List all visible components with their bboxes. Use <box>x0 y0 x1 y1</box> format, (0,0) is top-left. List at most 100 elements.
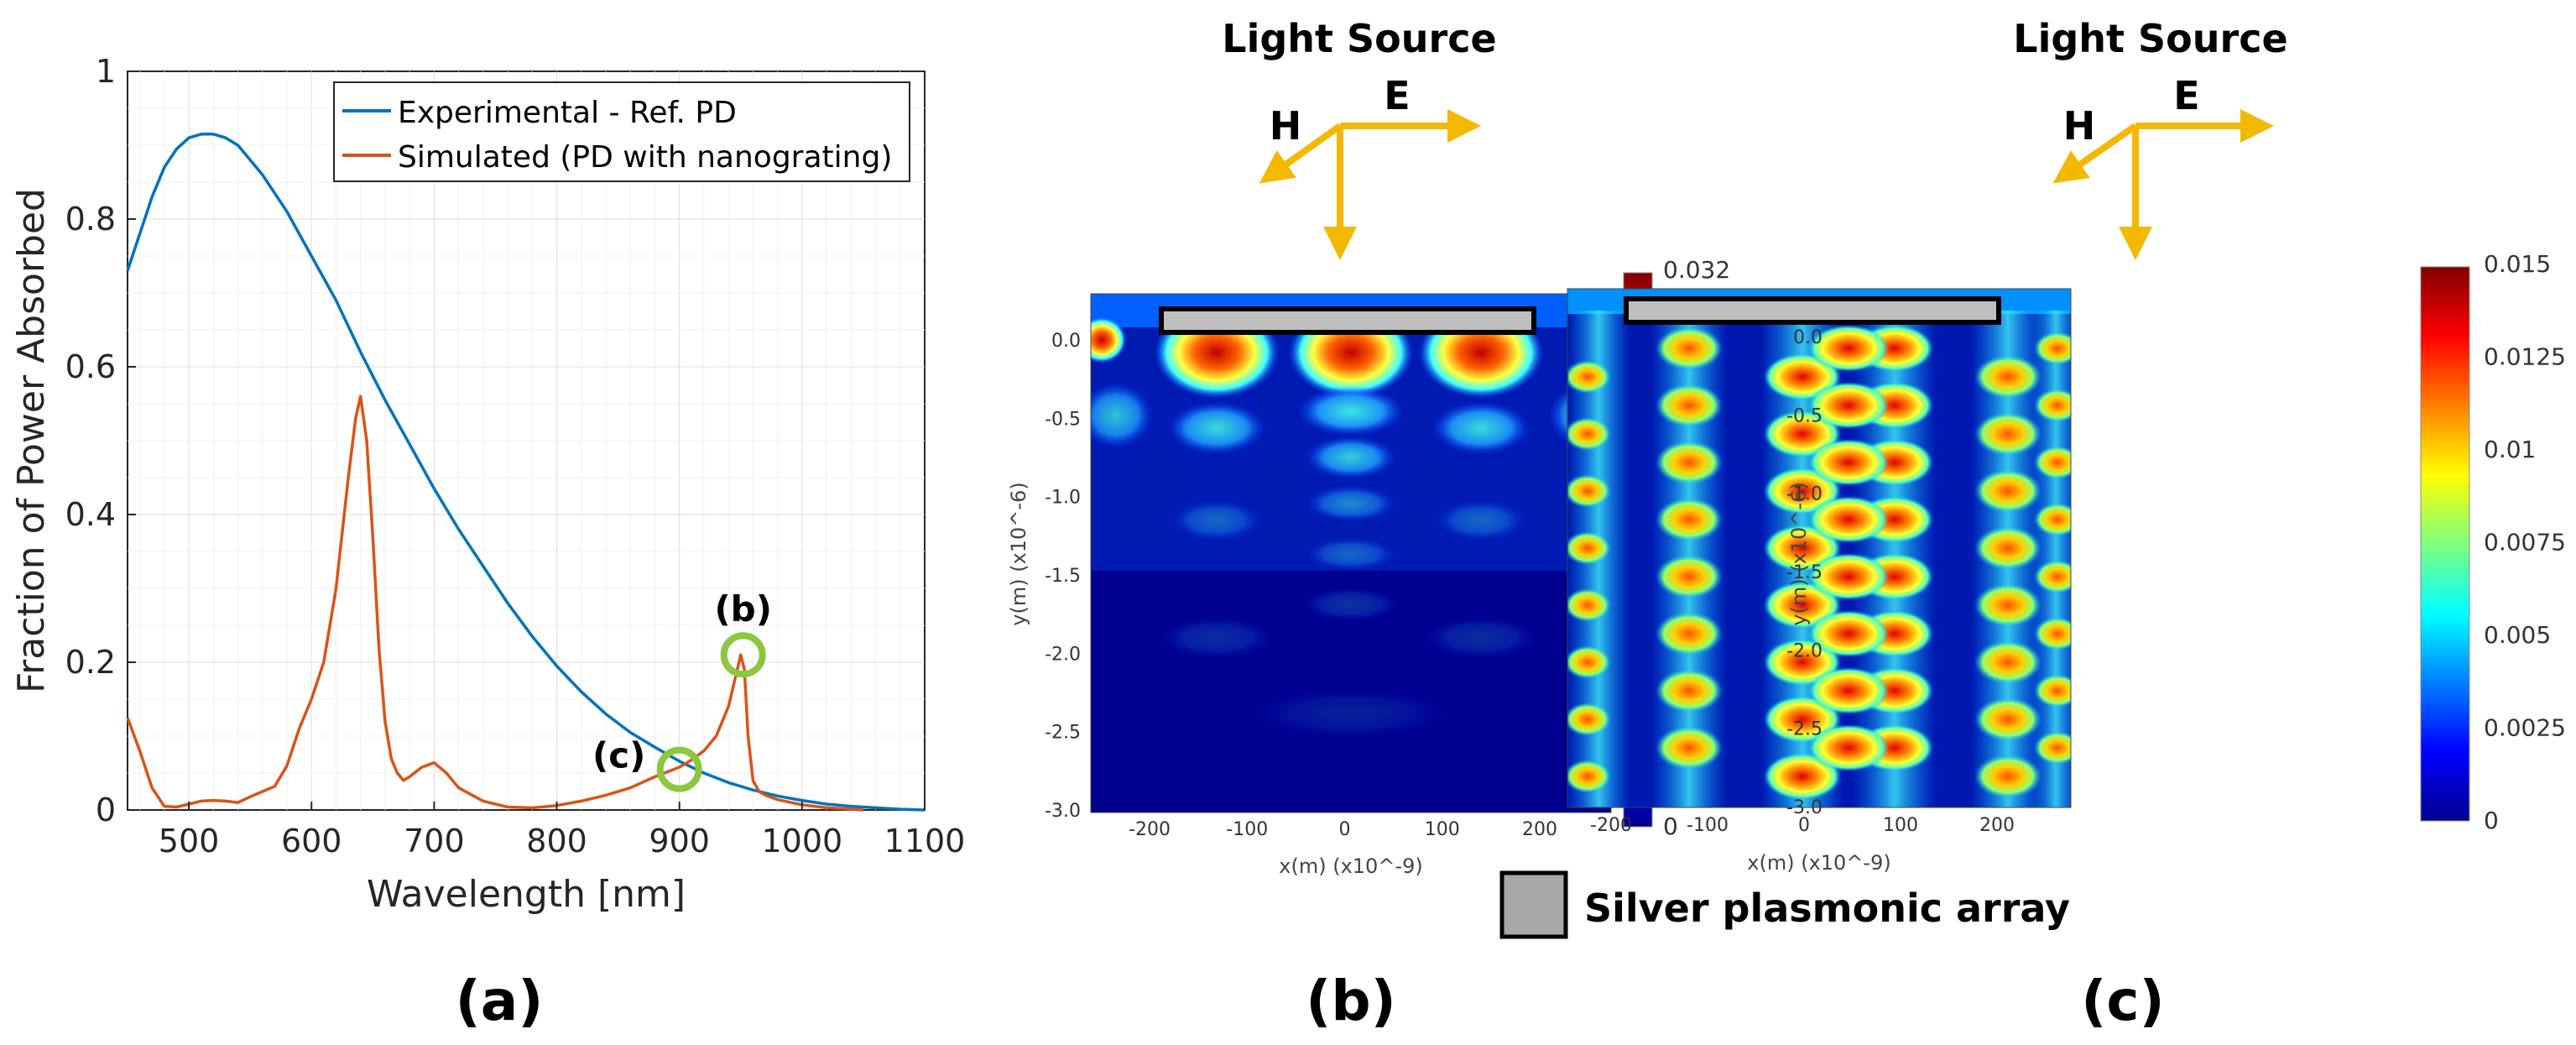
field-spot <box>1567 645 1611 679</box>
x-tick-label: 0 <box>1798 815 1810 836</box>
array-legend: Silver plasmonic array <box>1499 870 2070 939</box>
field-spot <box>2034 332 2071 365</box>
field-spot <box>1974 355 2042 399</box>
x-tick-label: 100 <box>1883 815 1918 836</box>
panel-label-b: (b) <box>1306 969 1396 1033</box>
field-spot <box>1656 726 1723 770</box>
field-spot <box>1974 698 2042 741</box>
x-tick-labels: 500 600 700 800 900 1000 1100 <box>159 802 965 860</box>
field-spot <box>1567 703 1611 736</box>
y-tick-label: -2.0 <box>1786 640 1822 661</box>
silver-array-c <box>1624 296 2001 325</box>
field-image-b <box>1091 294 1611 812</box>
x-axis-label-b: x(m) (x10^-9) <box>1279 854 1422 878</box>
field-spot <box>2034 674 2071 708</box>
e-label-b: E <box>1384 73 1410 118</box>
field-spot <box>2034 731 2071 765</box>
series-group <box>126 133 926 812</box>
y-tick-label: -1.5 <box>1786 562 1822 583</box>
y-axis-label-c: y(m) (x10^-6) <box>1787 482 1811 625</box>
light-source-title-b: Light Source <box>1222 16 1496 61</box>
field-spot <box>1656 327 1723 370</box>
field-spot <box>1974 526 2042 570</box>
y-tick-label: -1.5 <box>1045 566 1081 587</box>
field-spot <box>2034 617 2071 651</box>
y-tick-label: 0.2 <box>65 644 116 681</box>
y-tick-label: -1.0 <box>1786 484 1822 505</box>
x-tick-label: 700 <box>404 823 465 860</box>
field-spot <box>2034 503 2071 536</box>
colorbar-c <box>2420 266 2470 822</box>
field-spot <box>1808 325 1889 372</box>
silver-array-b <box>1159 306 1536 335</box>
field-spot <box>1567 760 1611 793</box>
y-tick-labels-c: 0.0 -0.5 -1.0 -1.5 -2.0 -2.5 -3.0 <box>1786 327 1822 818</box>
field-spot <box>1808 553 1889 600</box>
x-tick-label: 200 <box>1522 819 1557 840</box>
y-axis-label-b: y(m) (x10^-6) <box>1007 482 1030 625</box>
legend: Experimental - Ref. PD Simulated (PD wit… <box>333 81 910 182</box>
array-legend-label: Silver plasmonic array <box>1584 886 2070 931</box>
x-axis-label: Wavelength [nm] <box>367 873 686 916</box>
y-tick-label: -2.0 <box>1045 644 1081 665</box>
x-tick-label: 800 <box>526 823 587 860</box>
series-line-1 <box>126 394 864 812</box>
marker-b-label: (b) <box>714 588 771 630</box>
field-spot <box>1974 755 2042 798</box>
field-spot <box>1808 439 1889 486</box>
field-spot <box>1974 583 2042 627</box>
y-tick-label: -0.5 <box>1045 409 1081 430</box>
field-spot <box>1656 612 1723 656</box>
y-tick-label: -2.5 <box>1786 719 1822 740</box>
x-tick-label: -200 <box>1129 819 1171 840</box>
colorbar-tick-label: 0.005 <box>2484 621 2551 649</box>
y-tick-label: 0.4 <box>65 496 116 533</box>
field-frame-c <box>1567 288 2072 808</box>
y-tick-labels-b: 0.0 -0.5 -1.0 -1.5 -2.0 -2.5 -3.0 <box>1045 331 1081 822</box>
field-image-c <box>1567 289 2071 807</box>
field-spot <box>1567 588 1611 622</box>
field-spot <box>1974 640 2042 684</box>
absorption-chart: 500 600 700 800 900 1000 1100 0 0.2 0.4 0.6 0.8 1 W… <box>10 53 965 916</box>
x-tick-label: -100 <box>1687 815 1729 836</box>
colorbar-tick-label: 0.032 <box>1663 256 1730 284</box>
e-label-c: E <box>2173 73 2199 118</box>
h-label-c: H <box>2063 103 2096 149</box>
field-spot <box>1656 555 1723 598</box>
field-spot <box>1808 667 1889 714</box>
field-spot <box>1567 417 1611 451</box>
h-field-arrow-b <box>1259 123 1343 184</box>
y-tick-label: -0.5 <box>1786 405 1822 426</box>
colorbar-tick-label: 0 <box>2484 807 2499 834</box>
marker-b-circle <box>720 632 766 678</box>
colorbar-tick-label: 0.0075 <box>2484 529 2566 556</box>
y-tick-label: -1.0 <box>1045 488 1081 509</box>
field-spot <box>2034 389 2071 422</box>
y-axis-label: Fraction of Power Absorbed <box>10 188 53 693</box>
x-tick-label: 500 <box>159 823 220 860</box>
x-tick-label: 0 <box>1339 819 1351 840</box>
field-spot <box>1974 412 2042 456</box>
x-tick-label: 100 <box>1425 819 1460 840</box>
field-spot <box>1567 360 1611 394</box>
x-tick-label: 200 <box>1979 815 2015 836</box>
field-spot <box>1656 441 1723 484</box>
colorbar-tick-label: 0.015 <box>2484 250 2551 278</box>
y-tick-label: 0.8 <box>65 201 116 238</box>
y-tick-label: 0.0 <box>1793 327 1822 348</box>
colorbar-tick-label: 0 <box>1663 812 1678 840</box>
field-spot <box>1808 610 1889 657</box>
x-tick-label: 600 <box>281 823 342 860</box>
colorbar-tick-label: 0.0125 <box>2484 343 2566 371</box>
series-line-0 <box>126 133 926 812</box>
field-spot <box>1567 531 1611 565</box>
x-tick-labels-b: -200 -100 0 100 200 <box>1129 819 1557 840</box>
h-field-arrow-c <box>2052 123 2138 184</box>
field-spot <box>1974 469 2042 513</box>
field-map-c: Light Source E H -200 -100 0 100 200 0.0 -0.5… <box>1567 16 2566 875</box>
field-spot <box>1808 496 1889 543</box>
y-tick-label: -3.0 <box>1045 801 1081 822</box>
x-tick-label: 1000 <box>761 823 842 860</box>
x-axis-label-c: x(m) (x10^-9) <box>1747 851 1890 875</box>
